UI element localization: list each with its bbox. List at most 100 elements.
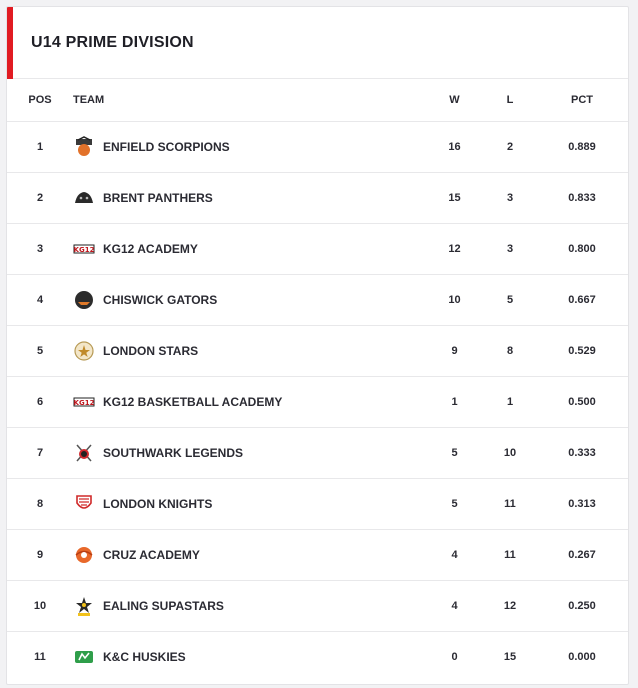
pct-cell: 0.267 (534, 529, 628, 581)
standings-table: POS TEAM W L PCT 1 ENFIELD SCORPIONS 16 2 0.… (7, 79, 628, 683)
card-header: U14 PRIME DIVISION (7, 7, 628, 79)
pos-cell: 5 (7, 325, 73, 377)
wins-cell: 4 (423, 529, 486, 581)
pct-cell: 0.667 (534, 274, 628, 326)
team-link[interactable]: CRUZ ACADEMY (73, 544, 423, 566)
team-cell[interactable]: CRUZ ACADEMY (73, 529, 423, 581)
col-header-pos[interactable]: POS (7, 79, 73, 122)
team-name[interactable]: ENFIELD SCORPIONS (103, 140, 230, 154)
team-link[interactable]: KG12 KG12 ACADEMY (73, 238, 423, 260)
standings-rows: 1 ENFIELD SCORPIONS 16 2 0.889 2 BRENT PANTHER… (7, 121, 628, 683)
team-name[interactable]: BRENT PANTHERS (103, 191, 213, 205)
stars-logo-icon (73, 340, 95, 362)
team-cell[interactable]: EALING SUPASTARS (73, 580, 423, 632)
wins-cell: 5 (423, 427, 486, 479)
table-row[interactable]: 9 CRUZ ACADEMY 4 11 0.267 (7, 529, 628, 581)
pos-cell: 4 (7, 274, 73, 326)
table-row[interactable]: 2 BRENT PANTHERS 15 3 0.833 (7, 172, 628, 224)
legends-logo-icon (73, 442, 95, 464)
table-row[interactable]: 4 CHISWICK GATORS 10 5 0.667 (7, 274, 628, 326)
team-name[interactable]: KG12 ACADEMY (103, 242, 198, 256)
team-cell[interactable]: KG12 KG12 BASKETBALL ACADEMY (73, 376, 423, 428)
kg12-logo-icon: KG12 (73, 391, 95, 413)
svg-text:KG12: KG12 (74, 246, 95, 254)
losses-cell: 3 (486, 172, 534, 224)
pos-cell: 8 (7, 478, 73, 530)
pct-cell: 0.000 (568, 651, 596, 663)
pct-cell: 0.250 (534, 580, 628, 632)
team-link[interactable]: ENFIELD SCORPIONS (73, 136, 423, 158)
supastars-logo-icon (73, 595, 95, 617)
team-cell[interactable]: KG12 KG12 ACADEMY (73, 223, 423, 275)
kg12-logo-icon: KG12 (73, 238, 95, 260)
table-row[interactable]: 1 ENFIELD SCORPIONS 16 2 0.889 (7, 121, 628, 173)
pct-cell: 0.333 (534, 427, 628, 479)
pos-cell: 3 (7, 223, 73, 275)
team-name[interactable]: SOUTHWARK LEGENDS (103, 446, 244, 460)
col-header-pct[interactable]: PCT (534, 79, 628, 122)
team-link[interactable]: BRENT PANTHERS (73, 187, 423, 209)
pos-cell: 9 (7, 529, 73, 581)
losses-cell: 10 (486, 427, 534, 479)
team-link[interactable]: EALING SUPASTARS (73, 595, 423, 617)
table-header-row: POS TEAM W L PCT (7, 79, 628, 122)
team-cell[interactable]: SOUTHWARK LEGENDS (73, 427, 423, 479)
team-name[interactable]: LONDON STARS (103, 344, 199, 358)
division-title: U14 PRIME DIVISION (31, 33, 194, 51)
team-name[interactable]: K&C HUSKIES (103, 650, 186, 664)
team-name[interactable]: EALING SUPASTARS (103, 599, 224, 613)
team-name[interactable]: CHISWICK GATORS (103, 293, 218, 307)
pct-cell: 0.313 (534, 478, 628, 530)
pct-cell: 0.529 (534, 325, 628, 377)
team-cell[interactable]: CHISWICK GATORS (73, 274, 423, 326)
pct-cell: 0.833 (534, 172, 628, 224)
table-row[interactable]: 8 LONDON KNIGHTS 5 11 0.313 (7, 478, 628, 530)
col-header-team[interactable]: TEAM (73, 79, 423, 122)
pos-cell: 10 (7, 580, 73, 632)
team-link[interactable]: KG12 KG12 BASKETBALL ACADEMY (73, 391, 423, 413)
team-link[interactable]: SOUTHWARK LEGENDS (73, 442, 423, 464)
wins-cell: 12 (423, 223, 486, 275)
team-cell[interactable]: LONDON STARS (73, 325, 423, 377)
wins-cell: 4 (423, 580, 486, 632)
losses-cell: 11 (486, 529, 534, 581)
col-header-w[interactable]: W (423, 79, 486, 122)
team-name[interactable]: KG12 BASKETBALL ACADEMY (103, 395, 283, 409)
table-row[interactable]: 7 SOUTHWARK LEGENDS 5 10 0.333 (7, 427, 628, 479)
team-link[interactable]: LONDON KNIGHTS (73, 493, 423, 515)
wins-cell: 10 (423, 274, 486, 326)
table-row[interactable]: 10 EALING SUPASTARS 4 12 0.250 (7, 580, 628, 632)
huskies-logo-icon (73, 646, 95, 668)
pos-cell: 2 (7, 172, 73, 224)
panthers-logo-icon (73, 187, 95, 209)
team-link[interactable]: LONDON STARS (73, 340, 423, 362)
team-name[interactable]: CRUZ ACADEMY (103, 548, 200, 562)
losses-cell: 1 (486, 376, 534, 428)
table-row[interactable]: 6 KG12 KG12 BASKETBALL ACADEMY 1 1 0.500 (7, 376, 628, 428)
table-row[interactable]: 11 K&C HUSKIES 0 15 0.000 (7, 632, 628, 683)
losses-cell: 12 (486, 580, 534, 632)
wins-cell: 15 (423, 172, 486, 224)
team-cell[interactable]: LONDON KNIGHTS (73, 478, 423, 530)
team-cell[interactable]: BRENT PANTHERS (73, 172, 423, 224)
losses-cell: 5 (486, 274, 534, 326)
pos-cell: 7 (7, 427, 73, 479)
wins-cell: 5 (423, 478, 486, 530)
team-link[interactable]: K&C HUSKIES (73, 646, 423, 668)
table-row[interactable]: 3 KG12 KG12 ACADEMY 12 3 0.800 (7, 223, 628, 275)
standings-card: U14 PRIME DIVISION POS TEAM W L PCT 1 ENF… (6, 6, 629, 685)
wins-cell: 0 (451, 651, 458, 663)
wins-cell: 1 (423, 376, 486, 428)
col-header-l[interactable]: L (486, 79, 534, 122)
cruz-logo-icon (73, 544, 95, 566)
team-cell[interactable]: ENFIELD SCORPIONS (73, 121, 423, 173)
team-link[interactable]: CHISWICK GATORS (73, 289, 423, 311)
team-cell[interactable]: K&C HUSKIES (73, 632, 423, 683)
team-name[interactable]: LONDON KNIGHTS (103, 497, 213, 511)
header-accent-bar (7, 7, 13, 79)
knights-logo-icon (73, 493, 95, 515)
scorpions-logo-icon (73, 136, 95, 158)
losses-cell: 11 (486, 478, 534, 530)
pos-cell: 1 (7, 121, 73, 173)
table-row[interactable]: 5 LONDON STARS 9 8 0.529 (7, 325, 628, 377)
